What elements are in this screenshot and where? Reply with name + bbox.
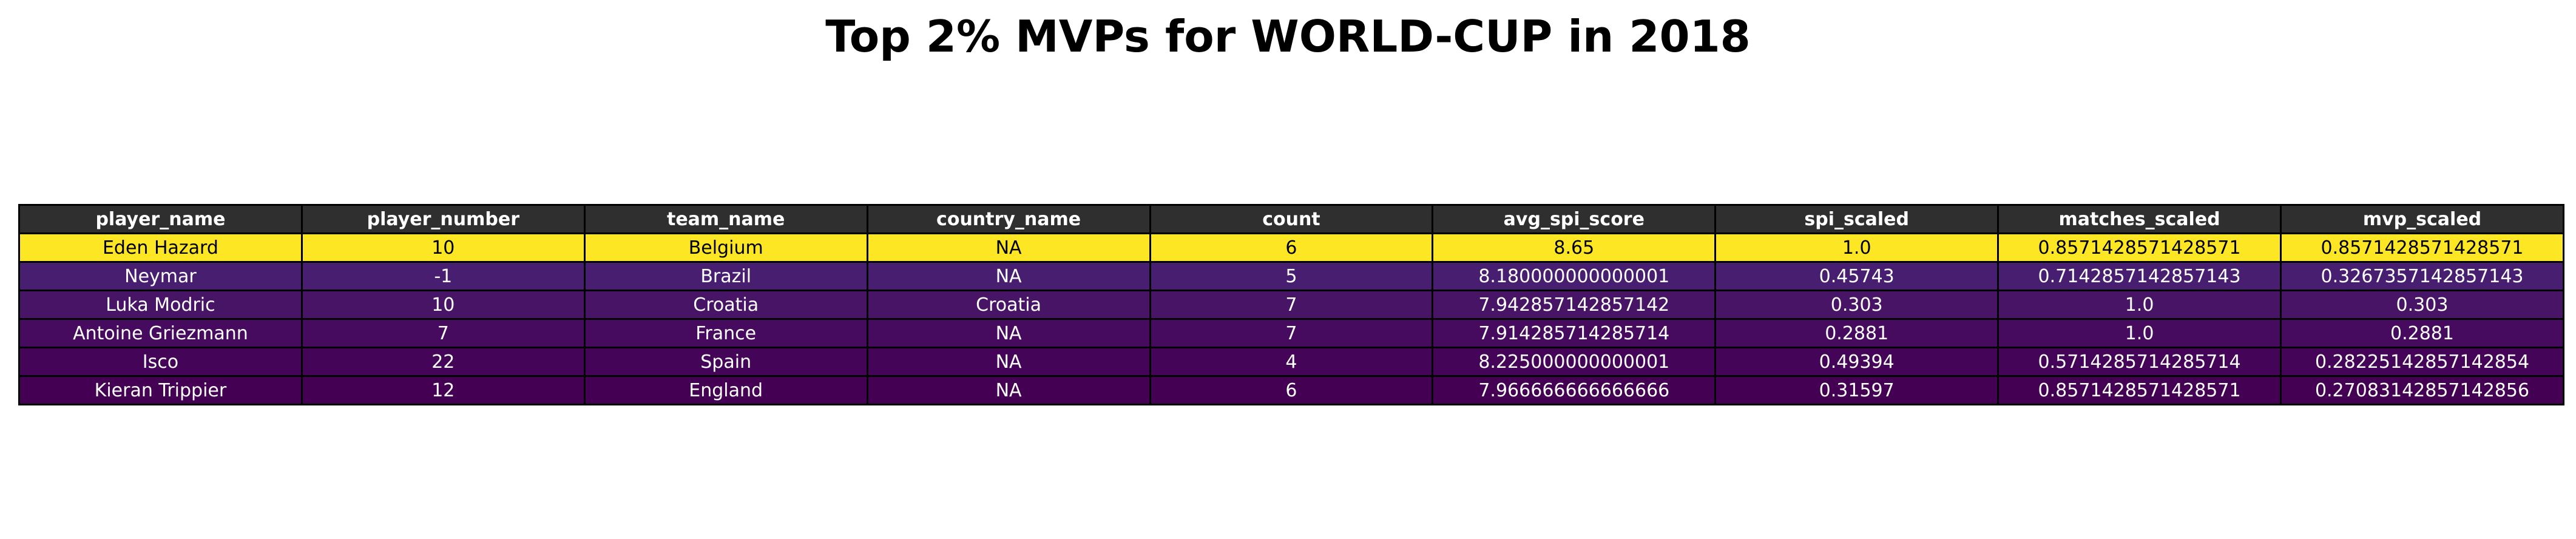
table-row: Isco 22 Spain NA 4 8.225000000000001 0.49394 0.… (18, 347, 2564, 377)
table-cell-count: 7 (1149, 318, 1434, 348)
table-cell-count: 4 (1149, 347, 1434, 377)
table-cell-player-name: Eden Hazard (18, 232, 303, 263)
table-cell-country-name: NA (866, 261, 1151, 291)
table-row: Luka Modric 10 Croatia Croatia 7 7.9428571428… (18, 290, 2564, 320)
table-cell-team-name: Spain (583, 347, 868, 377)
column-header-team-name: team_name (583, 204, 868, 234)
column-header-mvp-scaled: mvp_scaled (2280, 204, 2564, 234)
chart-title: Top 2% MVPs for WORLD-CUP in 2018 (825, 11, 1751, 62)
table-cell-player-name: Isco (18, 347, 303, 377)
table-cell-avg-spi-score: 7.966666666666666 (1432, 375, 1717, 405)
table-cell-mvp-scaled: 0.3267357142857143 (2280, 261, 2564, 291)
table-cell-count: 6 (1149, 232, 1434, 263)
table-cell-team-name: England (583, 375, 868, 405)
table-cell-avg-spi-score: 7.942857142857142 (1432, 290, 1717, 320)
table-cell-matches-scaled: 0.5714285714285714 (1997, 347, 2282, 377)
table-cell-spi-scaled: 0.31597 (1714, 375, 2000, 405)
table-cell-player-number: 10 (300, 232, 586, 263)
table-cell-mvp-scaled: 0.28225142857142854 (2280, 347, 2564, 377)
mvp-table-container: player_name player_number team_name country… (18, 204, 2564, 405)
column-header-spi-scaled: spi_scaled (1714, 204, 2000, 234)
table-cell-country-name: NA (866, 375, 1151, 405)
table-cell-matches-scaled: 0.7142857142857143 (1997, 261, 2282, 291)
table-cell-avg-spi-score: 7.914285714285714 (1432, 318, 1717, 348)
table-cell-player-name: Neymar (18, 261, 303, 291)
table-cell-player-name: Kieran Trippier (18, 375, 303, 405)
table-cell-matches-scaled: 1.0 (1997, 318, 2282, 348)
table-row: Neymar -1 Brazil NA 5 8.180000000000001 0.4574… (18, 261, 2564, 291)
table-cell-avg-spi-score: 8.225000000000001 (1432, 347, 1717, 377)
table-cell-spi-scaled: 0.49394 (1714, 347, 2000, 377)
table-cell-mvp-scaled: 0.27083142857142856 (2280, 375, 2564, 405)
table-cell-mvp-scaled: 0.303 (2280, 290, 2564, 320)
table-header-row: player_name player_number team_name country… (18, 204, 2564, 234)
table-cell-player-number: -1 (300, 261, 586, 291)
table-cell-count: 7 (1149, 290, 1434, 320)
table-body: Eden Hazard 10 Belgium NA 6 8.65 1.0 0.85714285… (18, 232, 2564, 405)
mvp-table: player_name player_number team_name country… (18, 204, 2564, 405)
table-cell-player-number: 22 (300, 347, 586, 377)
table-row: Kieran Trippier 12 England NA 6 7.96666666666… (18, 375, 2564, 405)
column-header-player-name: player_name (18, 204, 303, 234)
table-cell-spi-scaled: 0.45743 (1714, 261, 2000, 291)
table-cell-count: 5 (1149, 261, 1434, 291)
table-cell-country-name: NA (866, 232, 1151, 263)
table-cell-player-number: 7 (300, 318, 586, 348)
table-cell-spi-scaled: 0.303 (1714, 290, 2000, 320)
table-cell-country-name: Croatia (866, 290, 1151, 320)
table-cell-country-name: NA (866, 318, 1151, 348)
table-cell-team-name: Belgium (583, 232, 868, 263)
column-header-avg-spi-score: avg_spi_score (1432, 204, 1717, 234)
column-header-country-name: country_name (866, 204, 1151, 234)
table-cell-matches-scaled: 0.8571428571428571 (1997, 375, 2282, 405)
table-cell-spi-scaled: 0.2881 (1714, 318, 2000, 348)
table-cell-country-name: NA (866, 347, 1151, 377)
table-cell-team-name: Brazil (583, 261, 868, 291)
table-cell-matches-scaled: 1.0 (1997, 290, 2282, 320)
column-header-count: count (1149, 204, 1434, 234)
table-cell-team-name: Croatia (583, 290, 868, 320)
table-cell-mvp-scaled: 0.2881 (2280, 318, 2564, 348)
table-cell-player-number: 10 (300, 290, 586, 320)
table-cell-matches-scaled: 0.8571428571428571 (1997, 232, 2282, 263)
table-cell-player-name: Luka Modric (18, 290, 303, 320)
table-cell-team-name: France (583, 318, 868, 348)
table-cell-count: 6 (1149, 375, 1434, 405)
column-header-player-number: player_number (300, 204, 586, 234)
table-cell-spi-scaled: 1.0 (1714, 232, 2000, 263)
table-row: Antoine Griezmann 7 France NA 7 7.91428571428… (18, 318, 2564, 348)
table-cell-player-name: Antoine Griezmann (18, 318, 303, 348)
table-cell-mvp-scaled: 0.8571428571428571 (2280, 232, 2564, 263)
column-header-matches-scaled: matches_scaled (1997, 204, 2282, 234)
table-cell-player-number: 12 (300, 375, 586, 405)
table-row: Eden Hazard 10 Belgium NA 6 8.65 1.0 0.85714285… (18, 232, 2564, 263)
table-cell-avg-spi-score: 8.180000000000001 (1432, 261, 1717, 291)
table-cell-avg-spi-score: 8.65 (1432, 232, 1717, 263)
